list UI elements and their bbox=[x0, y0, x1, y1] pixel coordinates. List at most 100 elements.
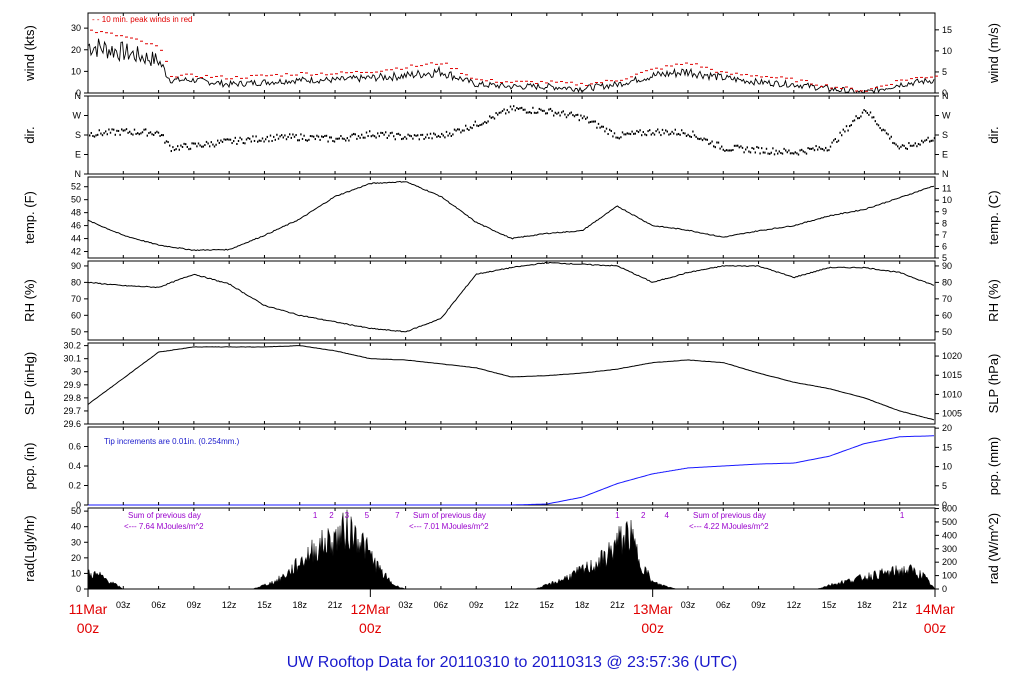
dir-point bbox=[226, 138, 228, 141]
wind-annotation: - - 10 min. peak winds in red bbox=[92, 15, 193, 24]
dir-point bbox=[933, 137, 936, 140]
pcp-ytick-label-left: 0.2 bbox=[68, 481, 81, 491]
dir-point bbox=[685, 134, 688, 137]
temp-frame bbox=[87, 176, 936, 259]
date-label: 11Mar bbox=[69, 601, 108, 617]
dir-point bbox=[127, 131, 129, 134]
dir-point bbox=[695, 135, 697, 138]
temp-ytick-label-right: 11 bbox=[942, 184, 951, 194]
dir-point bbox=[703, 137, 705, 140]
dir-point bbox=[885, 132, 888, 135]
rad-ytick-label-left: 40 bbox=[71, 522, 81, 532]
dir-point bbox=[261, 137, 264, 140]
slp-ytick-label-right: 1020 bbox=[942, 351, 962, 361]
dir-point bbox=[812, 147, 814, 150]
dir-point bbox=[815, 145, 817, 148]
dir-point bbox=[434, 133, 436, 136]
dir-point bbox=[623, 133, 625, 136]
slp-ytick-label-right: 1010 bbox=[942, 389, 962, 399]
dir-point bbox=[593, 120, 595, 123]
dir-point bbox=[919, 143, 921, 146]
dir-point bbox=[882, 128, 884, 131]
dir-point bbox=[519, 107, 521, 110]
x-tick-label: 09z bbox=[469, 600, 484, 610]
slp-ytick-label-left: 30.1 bbox=[63, 354, 81, 364]
dir-point bbox=[364, 136, 366, 139]
dir-point bbox=[881, 129, 883, 132]
dir-ytick-label-left: E bbox=[75, 150, 81, 160]
dir-point bbox=[477, 125, 480, 128]
pcp-annotation: Tip increments are 0.01in. (0.254mm.) bbox=[104, 437, 240, 446]
x-axis: 03z 06z 09z 12z 15z 18z 21z 03z 06z 09z 12z 15z 18z 2… bbox=[69, 589, 955, 636]
dir-point bbox=[900, 145, 902, 148]
rad-marker-label: 1 bbox=[313, 511, 318, 520]
dir-point bbox=[444, 136, 446, 139]
dir-point bbox=[335, 137, 337, 140]
dir-point bbox=[908, 142, 910, 145]
dir-point bbox=[186, 145, 188, 148]
dir-point bbox=[197, 142, 200, 145]
dir-point bbox=[116, 129, 118, 132]
dir-point bbox=[709, 142, 712, 145]
dir-point bbox=[250, 140, 252, 143]
dir-point bbox=[153, 133, 155, 136]
dir-point bbox=[671, 130, 673, 133]
dir-point bbox=[869, 111, 872, 114]
dir-point bbox=[791, 152, 793, 155]
dir-point bbox=[170, 150, 172, 153]
date-label: 13Mar bbox=[633, 601, 673, 617]
dir-point bbox=[311, 135, 313, 138]
dir-point bbox=[229, 138, 232, 141]
dir-point bbox=[829, 145, 832, 148]
dir-point bbox=[157, 131, 160, 134]
dir-point bbox=[154, 131, 156, 134]
dir-point bbox=[138, 133, 140, 136]
dir-point bbox=[852, 120, 854, 123]
dir-point bbox=[546, 112, 548, 115]
dir-point bbox=[324, 134, 326, 137]
dir-point bbox=[567, 114, 569, 117]
dir-point bbox=[676, 133, 678, 136]
dir-point bbox=[505, 112, 507, 115]
dir-point bbox=[749, 151, 752, 154]
dir-point bbox=[924, 139, 926, 142]
dir-point bbox=[409, 134, 411, 137]
dir-point bbox=[495, 112, 497, 115]
dir-point bbox=[508, 111, 510, 114]
dir-point bbox=[221, 140, 224, 143]
dir-point bbox=[711, 140, 713, 143]
dir-point bbox=[740, 145, 742, 148]
dir-point bbox=[605, 127, 608, 130]
dir-point bbox=[754, 151, 756, 154]
rad-ytick-label-left: 10 bbox=[71, 568, 81, 578]
dir-point bbox=[357, 135, 360, 138]
dir-point bbox=[370, 135, 372, 138]
dir-point bbox=[452, 133, 454, 136]
dir-point bbox=[741, 146, 744, 149]
rad-ylabel-right: rad (W/m^2) bbox=[986, 513, 1001, 584]
x-tick-label: 18z bbox=[575, 600, 590, 610]
dir-point bbox=[143, 128, 145, 131]
dir-point bbox=[498, 111, 500, 114]
dir-point bbox=[773, 153, 776, 156]
rad-marker-label: 1 bbox=[615, 511, 620, 520]
dir-point bbox=[89, 134, 91, 137]
dir-point bbox=[428, 136, 430, 139]
dir-point bbox=[565, 116, 568, 119]
temp-ytick-label-left: 52 bbox=[71, 182, 81, 192]
dir-point bbox=[554, 111, 556, 114]
dir-point bbox=[101, 134, 104, 137]
dir-point bbox=[700, 137, 702, 140]
dir-point bbox=[178, 148, 180, 151]
pcp-ytick-label-right: 15 bbox=[942, 442, 952, 452]
dir-point bbox=[479, 124, 481, 127]
dir-point bbox=[346, 137, 348, 140]
dir-point bbox=[100, 132, 102, 135]
dir-point bbox=[673, 132, 675, 135]
rad-ytick-label-right: 200 bbox=[942, 557, 957, 567]
rad-ytick-label-left: 0 bbox=[76, 584, 81, 594]
slp-ytick-label-left: 29.7 bbox=[63, 406, 81, 416]
dir-point bbox=[701, 139, 704, 142]
dir-point bbox=[169, 144, 171, 147]
